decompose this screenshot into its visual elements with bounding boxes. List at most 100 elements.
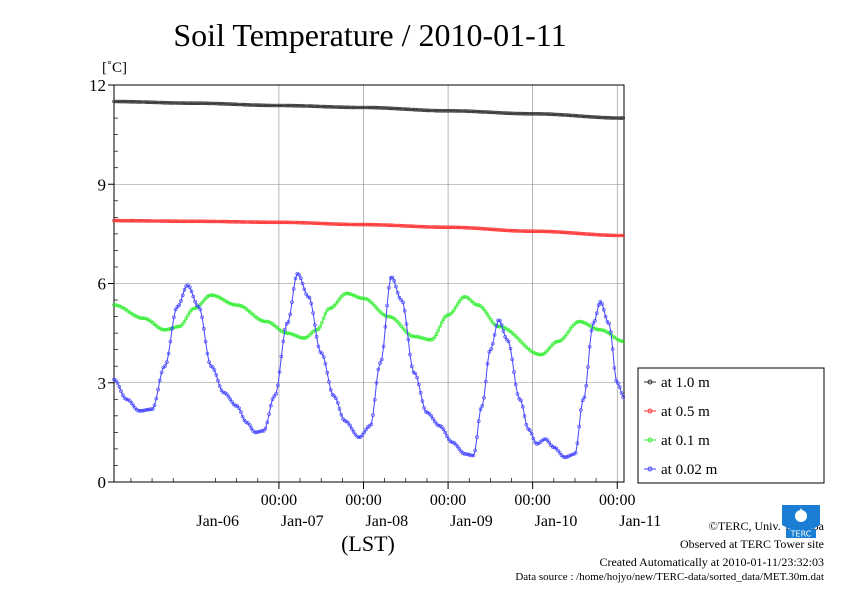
data-point <box>594 327 599 332</box>
data-point <box>531 350 536 355</box>
data-point <box>406 224 411 228</box>
data-point <box>482 307 486 312</box>
data-point <box>159 219 164 223</box>
data-point <box>404 107 409 111</box>
data-point <box>413 334 418 339</box>
data-point <box>318 104 323 109</box>
data-point <box>179 299 183 303</box>
data-point <box>355 222 360 227</box>
x-time-label: 00:00 <box>599 492 635 509</box>
data-point <box>261 428 266 433</box>
data-point <box>425 108 430 113</box>
data-point <box>501 329 506 333</box>
data-point <box>459 225 463 230</box>
data-point <box>279 220 284 225</box>
data-point <box>455 444 460 449</box>
data-point <box>593 326 597 331</box>
data-point <box>115 99 120 104</box>
data-point <box>473 109 478 114</box>
data-point <box>330 105 335 109</box>
data-point <box>506 339 511 344</box>
data-point <box>133 406 137 410</box>
data-point <box>348 292 352 296</box>
data-point <box>240 304 245 309</box>
data-point <box>577 114 582 118</box>
data-point <box>249 426 254 431</box>
data-point <box>614 233 619 238</box>
data-point <box>221 390 225 395</box>
data-point <box>302 287 307 292</box>
data-point <box>221 297 225 302</box>
data-point <box>540 112 545 116</box>
data-point <box>425 337 430 342</box>
data-point <box>196 101 201 105</box>
data-point <box>545 112 550 116</box>
data-point <box>290 332 294 336</box>
data-point <box>549 229 553 234</box>
data-point <box>177 219 181 223</box>
data-point <box>142 100 146 104</box>
data-point <box>281 103 286 108</box>
data-point <box>154 219 159 223</box>
data-point <box>348 105 352 110</box>
data-point <box>468 226 472 230</box>
data-point <box>469 226 474 230</box>
data-point <box>552 112 557 117</box>
data-point <box>371 105 375 110</box>
data-point <box>533 351 537 356</box>
data-point <box>200 101 204 105</box>
data-point <box>342 418 347 423</box>
data-point <box>233 403 238 408</box>
data-point <box>188 101 192 105</box>
data-point <box>596 115 601 120</box>
data-point <box>163 327 167 332</box>
data-point <box>489 347 493 352</box>
data-point <box>355 434 360 439</box>
data-point <box>242 102 247 107</box>
data-point <box>135 314 139 319</box>
x-date-label: Jan-10 <box>535 513 578 530</box>
data-point <box>207 360 211 365</box>
data-point <box>582 232 587 236</box>
data-point <box>246 220 250 224</box>
data-point <box>568 231 573 235</box>
data-point <box>619 116 624 120</box>
data-point <box>438 108 442 113</box>
data-point <box>228 102 233 106</box>
data-point <box>114 303 118 307</box>
data-point <box>473 302 478 307</box>
data-point <box>557 112 562 117</box>
data-point <box>258 429 263 434</box>
data-point <box>450 440 455 445</box>
x-date-label: Jan-11 <box>619 513 661 530</box>
data-point <box>538 229 543 234</box>
data-point <box>579 114 583 118</box>
data-point <box>232 302 236 307</box>
data-point <box>313 104 317 109</box>
data-point <box>180 322 185 326</box>
data-point <box>128 399 132 403</box>
data-point <box>279 103 284 108</box>
data-point <box>579 231 583 236</box>
data-point <box>529 112 534 116</box>
data-point <box>350 222 354 227</box>
data-point <box>147 219 151 223</box>
data-point <box>376 105 381 110</box>
data-point <box>402 224 407 228</box>
data-point <box>346 291 351 296</box>
data-point <box>143 316 148 321</box>
data-point <box>483 379 488 384</box>
data-point <box>114 218 118 223</box>
data-point <box>210 101 215 106</box>
data-point <box>443 430 448 435</box>
data-point <box>409 334 414 338</box>
data-point <box>216 219 220 224</box>
data-point <box>288 312 293 317</box>
data-point <box>587 323 592 328</box>
data-point <box>402 308 407 313</box>
data-point <box>596 327 601 332</box>
data-point <box>277 370 282 374</box>
data-point <box>535 442 539 446</box>
data-point <box>554 339 559 344</box>
data-point <box>413 371 418 376</box>
